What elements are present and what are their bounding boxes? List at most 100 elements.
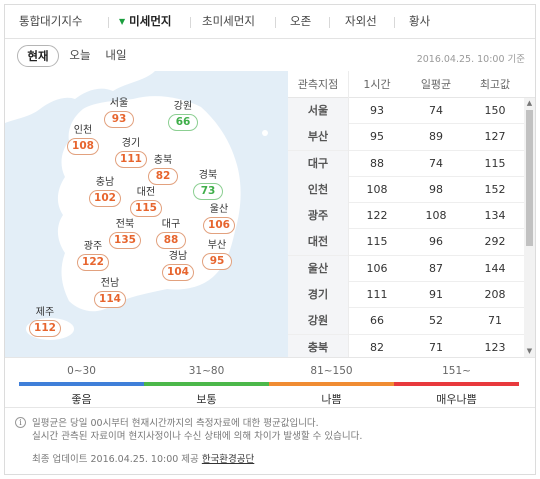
triangle-down-icon: ▼ bbox=[119, 17, 126, 26]
region-value: 88 bbox=[156, 232, 186, 249]
table-row: 부산 95 89 127 bbox=[288, 124, 535, 151]
region-marker-gyeonggi[interactable]: 경기 111 bbox=[109, 138, 153, 168]
region-marker-gyeongnam[interactable]: 경남 104 bbox=[156, 251, 200, 281]
region-marker-daegu[interactable]: 대구 88 bbox=[149, 219, 193, 249]
korea-map: 서울 93 강원 66 인천 108 경기 111 충북 82 경북 73 충남 102 대전… bbox=[5, 71, 288, 357]
table-row: 강원 66 52 71 bbox=[288, 308, 535, 335]
region-value: 73 bbox=[193, 183, 223, 200]
station-name: 대전 bbox=[288, 229, 348, 256]
table-cell: 71 bbox=[488, 314, 502, 328]
table-cell: 150 bbox=[484, 104, 506, 117]
time-tabs: 현재 오늘 내일 2016.04.25. 10:00 기준 bbox=[5, 39, 535, 71]
table-cell: 106 bbox=[366, 261, 388, 275]
region-marker-chungbuk[interactable]: 충북 82 bbox=[141, 155, 185, 185]
tab-ultrafine-dust[interactable]: 초미세먼지 bbox=[202, 14, 255, 28]
table-header: 관측지점 1시간 일평균 최고값 bbox=[288, 71, 535, 98]
table-cell: 127 bbox=[484, 130, 506, 144]
table-cell: 111 bbox=[366, 288, 388, 302]
tab-tomorrow[interactable]: 내일 bbox=[105, 48, 127, 62]
table-cell: 115 bbox=[366, 235, 388, 249]
notice-line: 실시간 관측된 자료이며 현지사정이나 수신 상태에 의해 차이가 발생할 수 … bbox=[32, 431, 363, 442]
region-marker-busan[interactable]: 부산 95 bbox=[195, 240, 239, 270]
table-row: 인천 108 98 152 bbox=[288, 176, 535, 204]
legend-normal: 31~80 보통 bbox=[144, 358, 269, 407]
table-cell: 96 bbox=[429, 235, 443, 249]
table-row: 충북 82 71 123 bbox=[288, 334, 535, 357]
table-cell: 98 bbox=[429, 182, 443, 196]
region-marker-jeonbuk[interactable]: 전북 135 bbox=[103, 219, 147, 249]
region-marker-jeonnam[interactable]: 전남 114 bbox=[88, 278, 132, 308]
region-marker-ulsan[interactable]: 울산 106 bbox=[197, 204, 241, 234]
station-name: 서울 bbox=[288, 98, 348, 124]
table-cell: 292 bbox=[484, 235, 506, 249]
legend-very-bad: 151~ 매우나쁨 bbox=[394, 358, 519, 407]
tab-ozone[interactable]: 오존 bbox=[290, 14, 312, 28]
scrollbar-thumb[interactable] bbox=[526, 110, 533, 246]
table-row: 대전 115 96 292 bbox=[288, 229, 535, 256]
station-table: 관측지점 1시간 일평균 최고값 서울 93 74 150 부산 95 89 127 대구 88 7… bbox=[288, 71, 535, 357]
notice-line: 일평균은 당일 00시부터 현재시간까지의 측정자료에 대한 평균값입니다. bbox=[32, 418, 319, 429]
table-cell: 95 bbox=[370, 130, 384, 144]
station-name: 부산 bbox=[288, 124, 348, 151]
column-header: 1시간 bbox=[363, 78, 391, 91]
tab-uv[interactable]: 자외선 bbox=[345, 14, 377, 28]
table-row: 대구 88 74 115 bbox=[288, 150, 535, 177]
column-header: 관측지점 bbox=[297, 78, 339, 91]
table-cell: 88 bbox=[370, 156, 384, 170]
station-name: 충북 bbox=[288, 334, 348, 357]
table-cell: 134 bbox=[484, 209, 506, 223]
table-row: 울산 106 87 144 bbox=[288, 255, 535, 283]
table-cell: 82 bbox=[370, 340, 384, 354]
region-marker-gangwon[interactable]: 강원 66 bbox=[161, 101, 205, 131]
tab-divider bbox=[394, 17, 395, 28]
tab-divider bbox=[190, 17, 191, 28]
table-cell: 93 bbox=[370, 104, 384, 117]
table-cell: 52 bbox=[429, 314, 443, 328]
table-cell: 108 bbox=[366, 182, 388, 196]
region-value: 66 bbox=[168, 114, 198, 131]
source-link[interactable]: 한국환경공단 bbox=[201, 454, 255, 465]
table-cell: 122 bbox=[366, 209, 388, 223]
region-marker-gwangju[interactable]: 광주 122 bbox=[71, 241, 115, 271]
tab-integrated-air-index[interactable]: 통합대기지수 bbox=[19, 14, 83, 28]
region-marker-jeju[interactable]: 제주 112 bbox=[23, 307, 67, 337]
region-value: 111 bbox=[115, 151, 147, 168]
tab-today[interactable]: 오늘 bbox=[69, 48, 91, 62]
table-scrollbar[interactable]: ▲ ▼ bbox=[524, 98, 535, 357]
tab-fine-dust[interactable]: ▼ 미세먼지 bbox=[119, 14, 172, 28]
legend-bar bbox=[269, 382, 394, 386]
region-marker-seoul[interactable]: 서울 93 bbox=[97, 98, 141, 128]
legend-good: 0~30 좋음 bbox=[19, 358, 144, 407]
scroll-up-icon[interactable]: ▲ bbox=[526, 99, 533, 107]
region-marker-gyeongbuk[interactable]: 경북 73 bbox=[186, 170, 230, 200]
table-row: 광주 122 108 134 bbox=[288, 203, 535, 230]
tab-divider bbox=[108, 17, 109, 28]
info-icon: i bbox=[15, 417, 26, 428]
tab-now[interactable]: 현재 bbox=[17, 45, 59, 67]
tab-divider bbox=[275, 17, 276, 28]
north-land bbox=[5, 71, 155, 123]
column-divider bbox=[348, 71, 349, 357]
region-value: 135 bbox=[109, 232, 141, 249]
table-cell: 123 bbox=[484, 340, 506, 354]
update-timestamp: 2016.04.25. 10:00 기준 bbox=[416, 54, 525, 65]
scroll-down-icon[interactable]: ▼ bbox=[526, 347, 533, 355]
region-value: 115 bbox=[130, 200, 162, 217]
tab-yellow-dust[interactable]: 황사 bbox=[409, 14, 431, 28]
table-cell: 71 bbox=[429, 340, 443, 354]
region-value: 122 bbox=[77, 254, 109, 271]
legend-bar bbox=[19, 382, 144, 386]
tab-divider bbox=[329, 17, 330, 28]
ulleung-island bbox=[262, 130, 268, 136]
table-body: 서울 93 74 150 부산 95 89 127 대구 88 74 115 인천 108 98 152 광주 1… bbox=[288, 98, 535, 357]
region-value: 108 bbox=[67, 138, 99, 155]
region-value: 82 bbox=[148, 168, 178, 185]
column-header: 일평균 bbox=[420, 78, 452, 91]
region-marker-daejeon[interactable]: 대전 115 bbox=[124, 187, 168, 217]
station-name: 대구 bbox=[288, 150, 348, 177]
station-name: 강원 bbox=[288, 308, 348, 335]
region-value: 104 bbox=[162, 264, 194, 281]
table-cell: 74 bbox=[429, 156, 443, 170]
region-marker-chungnam[interactable]: 충남 102 bbox=[83, 177, 127, 207]
region-marker-incheon[interactable]: 인천 108 bbox=[61, 125, 105, 155]
